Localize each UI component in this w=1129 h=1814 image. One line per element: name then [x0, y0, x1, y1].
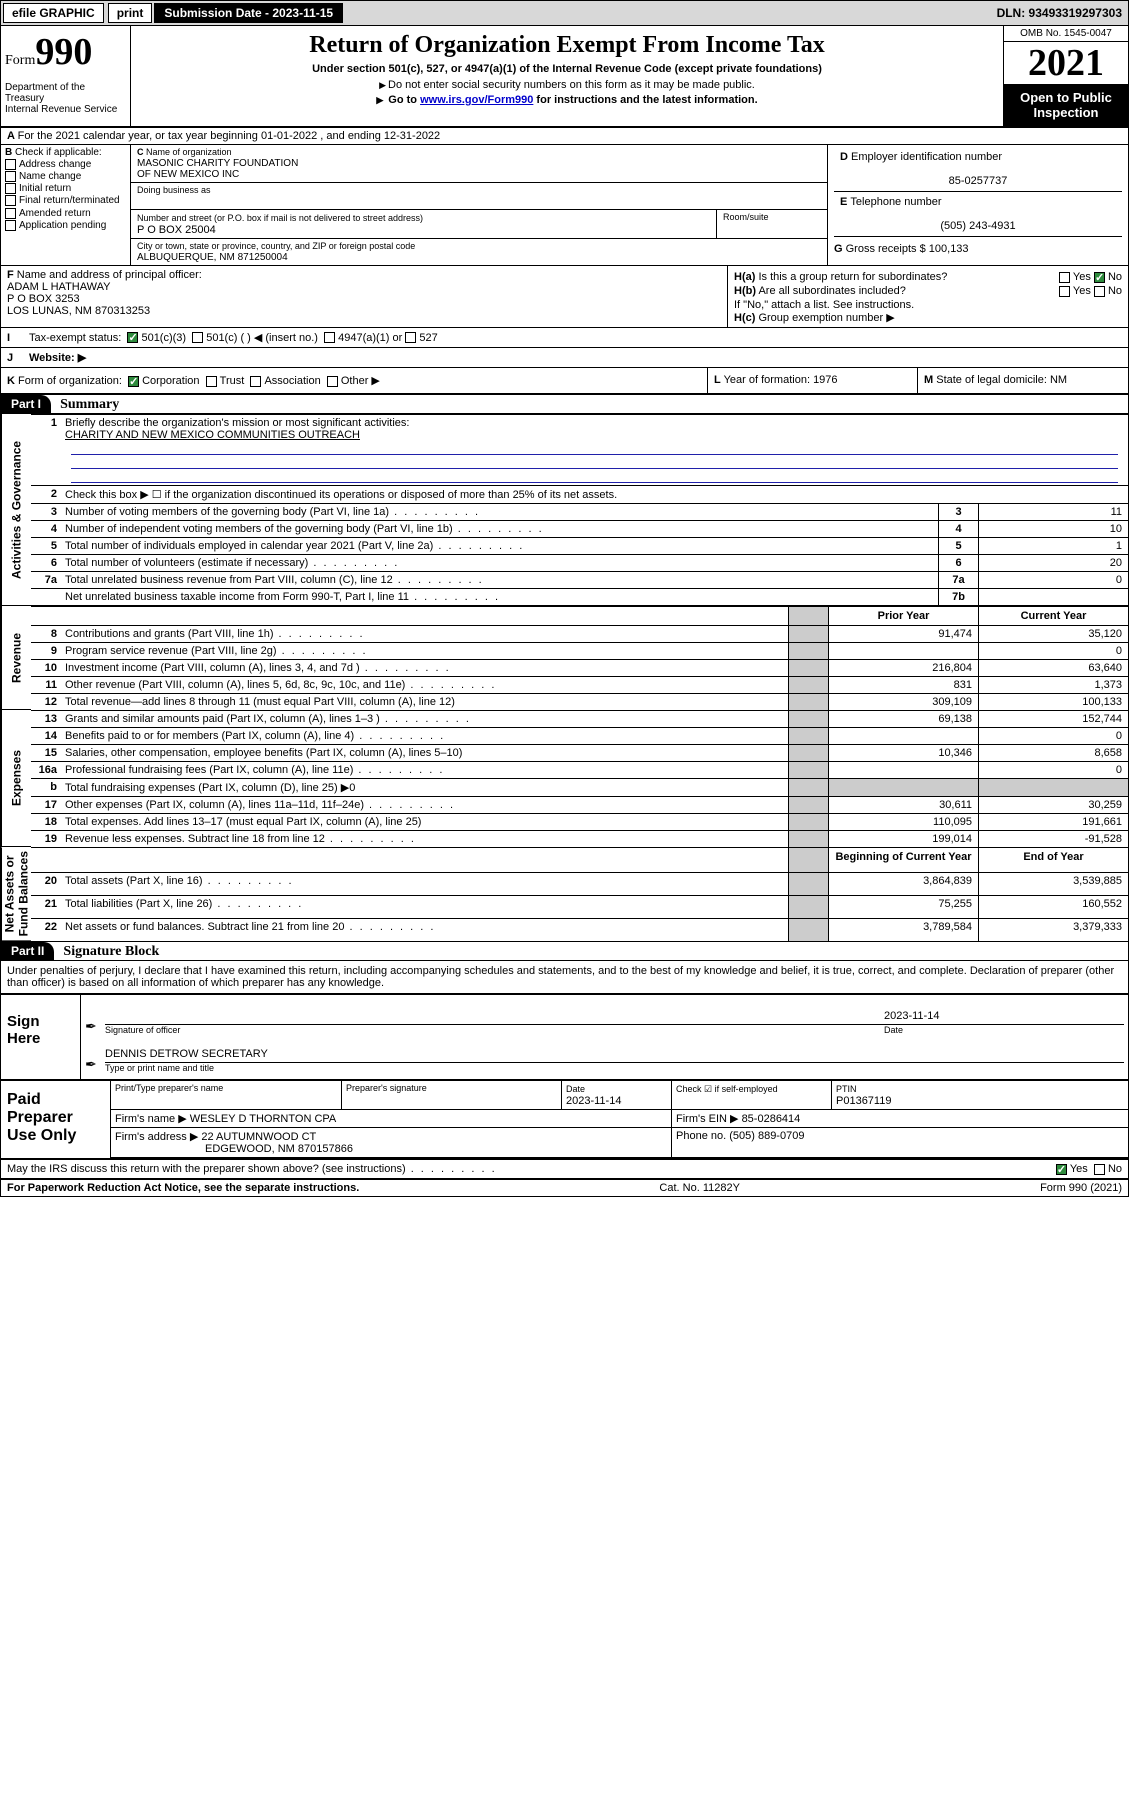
print-button[interactable]: print — [108, 3, 153, 23]
instructions-note: Go to www.irs.gov/Form990 for instructio… — [139, 94, 995, 106]
net-assets-section: Net Assets or Fund Balances Beginning of… — [1, 847, 1128, 942]
association-checkbox[interactable] — [250, 376, 261, 387]
group-return-no[interactable] — [1094, 272, 1105, 283]
city-address: ALBUQUERQUE, NM 871250004 — [137, 252, 288, 263]
section-deg: D Employer identification number 85-0257… — [828, 145, 1128, 265]
street-address: P O BOX 25004 — [137, 224, 216, 236]
phone-value: (505) 243-4931 — [840, 220, 1116, 232]
dln-label: DLN: 93493319297303 — [997, 6, 1128, 20]
form-title: Return of Organization Exempt From Incom… — [139, 32, 995, 59]
4947-checkbox[interactable] — [324, 332, 335, 343]
amended-return-checkbox[interactable] — [5, 208, 16, 219]
section-fh: F Name and address of principal officer:… — [1, 265, 1128, 327]
org-name: MASONIC CHARITY FOUNDATION — [137, 158, 298, 169]
address-change-checkbox[interactable] — [5, 159, 16, 170]
vlabel-net-assets: Net Assets or Fund Balances — [1, 847, 31, 941]
discuss-yes-checkbox[interactable] — [1056, 1164, 1067, 1175]
part-ii-header: Part II Signature Block — [1, 942, 1128, 961]
vlabel-expenses: Expenses — [1, 710, 31, 847]
subordinates-no[interactable] — [1094, 286, 1105, 297]
revenue-section: Revenue Prior YearCurrent Year 8Contribu… — [1, 606, 1128, 710]
form-subtitle: Under section 501(c), 527, or 4947(a)(1)… — [139, 63, 995, 75]
line-a: A For the 2021 calendar year, or tax yea… — [1, 128, 1128, 145]
group-return-yes[interactable] — [1059, 272, 1070, 283]
part-i-header: Part I Summary — [1, 395, 1128, 414]
trust-checkbox[interactable] — [206, 376, 217, 387]
corporation-checkbox[interactable] — [128, 376, 139, 387]
ssn-note: Do not enter social security numbers on … — [139, 79, 995, 91]
other-checkbox[interactable] — [327, 376, 338, 387]
pen-icon — [85, 1018, 105, 1035]
application-pending-checkbox[interactable] — [5, 220, 16, 231]
501c3-checkbox[interactable] — [127, 332, 138, 343]
vlabel-activities: Activities & Governance — [1, 414, 31, 606]
activities-governance: Activities & Governance 1 Briefly descri… — [1, 414, 1128, 606]
paid-preparer-block: Paid Preparer Use Only Print/Type prepar… — [1, 1081, 1128, 1160]
instructions-link[interactable]: www.irs.gov/Form990 — [420, 94, 533, 106]
ein-value: 85-0257737 — [840, 175, 1116, 187]
section-b: B Check if applicable: Address change Na… — [1, 145, 131, 265]
name-change-checkbox[interactable] — [5, 171, 16, 182]
section-ij: ITax-exempt status: 501(c)(3) 501(c) ( )… — [1, 327, 1128, 368]
initial-return-checkbox[interactable] — [5, 183, 16, 194]
sign-here-block: Sign Here Signature of officer 2023-11-1… — [1, 993, 1128, 1081]
discuss-no-checkbox[interactable] — [1094, 1164, 1105, 1175]
pen-icon — [85, 1056, 105, 1073]
501c-checkbox[interactable] — [192, 332, 203, 343]
omb-number: OMB No. 1545-0047 — [1004, 26, 1128, 42]
subordinates-yes[interactable] — [1059, 286, 1070, 297]
submission-date: Submission Date - 2023-11-15 — [154, 3, 343, 23]
527-checkbox[interactable] — [405, 332, 416, 343]
section-klm: K Form of organization: Corporation Trus… — [1, 368, 1128, 395]
gross-receipts: 100,133 — [929, 243, 969, 255]
final-return-checkbox[interactable] — [5, 195, 16, 206]
discuss-row: May the IRS discuss this return with the… — [1, 1160, 1128, 1180]
department-label: Department of the Treasury Internal Reve… — [5, 82, 126, 115]
perjury-statement: Under penalties of perjury, I declare th… — [1, 961, 1128, 993]
vlabel-revenue: Revenue — [1, 606, 31, 710]
top-bar: efile GRAPHIC print Submission Date - 20… — [1, 1, 1128, 26]
section-c: C Name of organization MASONIC CHARITY F… — [131, 145, 828, 265]
form-header: Form990 Department of the Treasury Inter… — [1, 26, 1128, 128]
tax-year: 2021 — [1004, 42, 1128, 84]
page-footer: For Paperwork Reduction Act Notice, see … — [1, 1180, 1128, 1196]
form-number: Form990 — [5, 30, 126, 74]
open-to-public: Open to Public Inspection — [1004, 84, 1128, 126]
efile-label: efile GRAPHIC — [3, 3, 104, 23]
expenses-section: Expenses 13Grants and similar amounts pa… — [1, 710, 1128, 847]
